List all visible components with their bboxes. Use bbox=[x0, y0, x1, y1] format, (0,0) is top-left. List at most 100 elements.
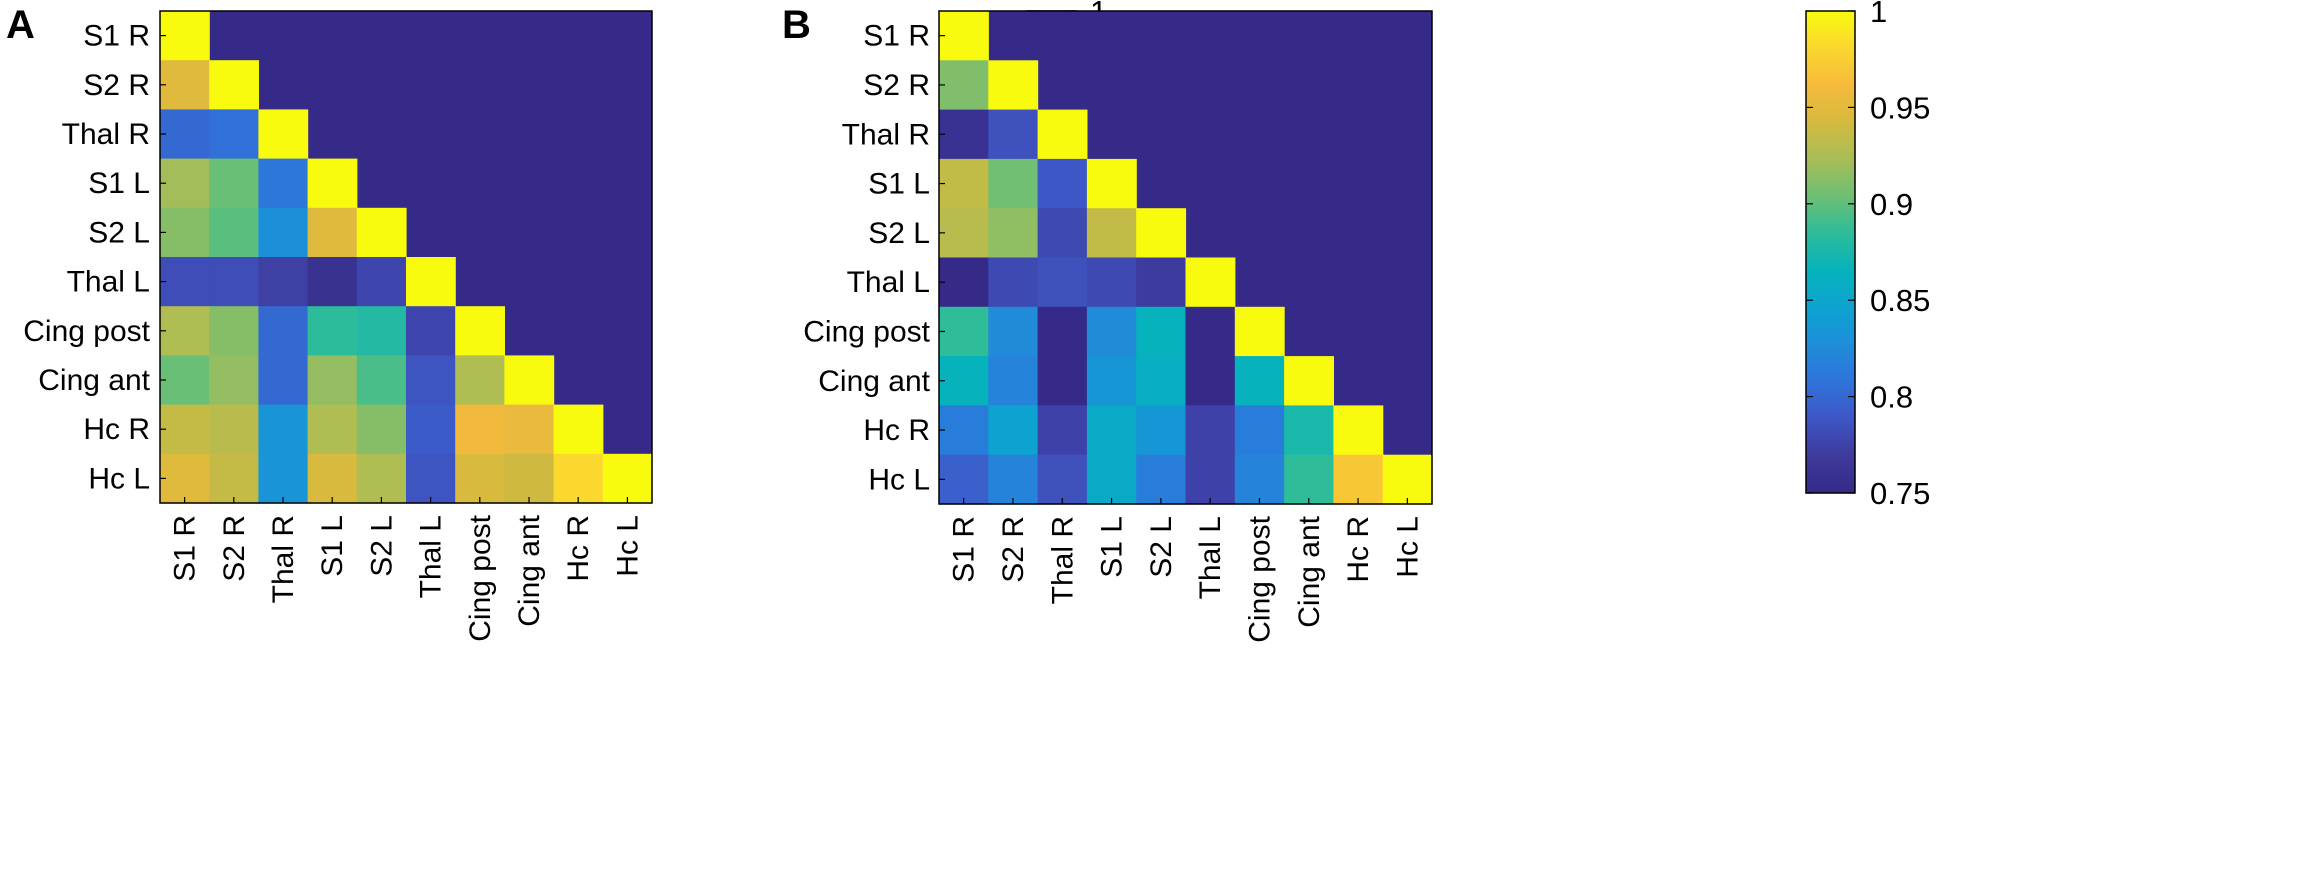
heatmap-cell-b-r8-c4 bbox=[1136, 405, 1187, 456]
heatmap-cell-a-r9-c9 bbox=[602, 453, 653, 504]
heatmap-cell-a-r6-c1 bbox=[209, 306, 259, 356]
heatmap-cell-a-r3-c0 bbox=[160, 158, 210, 209]
heatmap-cell-a-r4-c2 bbox=[258, 207, 309, 258]
heatmap-cell-a-r6-c3 bbox=[307, 306, 358, 356]
heatmap-cell-b-r6-c2 bbox=[1037, 306, 1088, 357]
col-label-a-8: Hc R bbox=[562, 515, 595, 582]
heatmap-cell-b-r4-c2 bbox=[1037, 208, 1088, 259]
colorbar-tick-label-b-3: 0.9 bbox=[1870, 187, 1913, 222]
heatmap-cell-b-r9-c2 bbox=[1037, 454, 1088, 505]
heatmap-cell-a-r7-c4 bbox=[356, 355, 407, 406]
col-label-b-3: S1 L bbox=[1096, 516, 1129, 578]
col-label-b-0: S1 R bbox=[948, 516, 981, 583]
heatmap-cell-a-r8-c3 bbox=[307, 404, 358, 455]
heatmap-cell-b-r9-c3 bbox=[1086, 454, 1137, 505]
col-label-b-2: Thal R bbox=[1046, 516, 1079, 604]
heatmap-cell-a-r0-c0 bbox=[160, 11, 210, 61]
colorbar-b bbox=[1805, 10, 1856, 494]
row-label-a-4: S2 L bbox=[88, 216, 150, 249]
colorbar-tick-label-b-5: 1 bbox=[1870, 0, 1887, 29]
row-label-b-0: S1 R bbox=[863, 20, 930, 53]
heatmap-cell-a-r9-c5 bbox=[406, 453, 456, 504]
heatmap-cell-b-r1-c0 bbox=[939, 60, 989, 111]
heatmap-cell-b-r4-c1 bbox=[988, 208, 1039, 259]
row-label-a-1: S2 R bbox=[83, 69, 150, 102]
heatmap-cell-a-r4-c3 bbox=[307, 207, 358, 258]
heatmap-cell-b-r4-c0 bbox=[939, 208, 989, 259]
heatmap-cell-a-r5-c1 bbox=[209, 257, 259, 307]
heatmap-cell-b-r2-c0 bbox=[939, 109, 989, 160]
heatmap-cell-b-r6-c1 bbox=[988, 306, 1039, 357]
col-label-a-7: Cing ant bbox=[513, 514, 546, 626]
heatmap-cell-b-r5-c4 bbox=[1136, 257, 1187, 308]
heatmap-cell-a-r8-c2 bbox=[258, 404, 309, 455]
heatmap-cell-a-r6-c6 bbox=[455, 306, 505, 356]
col-label-b-7: Cing ant bbox=[1293, 515, 1326, 627]
colorbar-tick-label-b-1: 0.8 bbox=[1870, 380, 1913, 415]
row-label-a-3: S1 L bbox=[88, 167, 150, 200]
matrix-frame bbox=[938, 10, 1433, 505]
row-label-a-2: Thal R bbox=[62, 118, 150, 151]
heatmap-cell-a-r2-c0 bbox=[160, 109, 210, 160]
col-label-b-5: Thal L bbox=[1194, 516, 1227, 599]
row-label-a-6: Cing post bbox=[23, 315, 150, 348]
col-label-a-3: S1 L bbox=[316, 515, 349, 577]
col-label-a-5: Thal L bbox=[415, 515, 448, 598]
heatmap-cell-b-r3-c1 bbox=[988, 158, 1039, 209]
heatmap-cell-a-r1-c1 bbox=[209, 60, 259, 110]
heatmap-cell-a-r9-c0 bbox=[160, 453, 210, 504]
heatmap-cell-b-r7-c7 bbox=[1284, 356, 1334, 406]
heatmap-cell-b-r8-c2 bbox=[1037, 405, 1088, 456]
heatmap-cell-b-r8-c3 bbox=[1086, 405, 1137, 456]
heatmap-cell-b-r5-c2 bbox=[1037, 257, 1088, 308]
row-label-a-9: Hc L bbox=[88, 462, 150, 495]
heatmap-cell-b-r5-c3 bbox=[1086, 257, 1137, 308]
heatmap-cell-b-r7-c2 bbox=[1037, 356, 1088, 406]
heatmap-cell-b-r8-c5 bbox=[1185, 405, 1236, 456]
colorbar-tick-label-b-2: 0.85 bbox=[1870, 283, 1930, 318]
col-label-a-9: Hc L bbox=[611, 515, 644, 577]
heatmap-cell-b-r0-c0 bbox=[939, 11, 989, 61]
heatmap-cell-a-r4-c1 bbox=[209, 207, 259, 258]
heatmap-cell-a-r8-c5 bbox=[406, 404, 456, 455]
heatmap-cell-b-r9-c4 bbox=[1136, 454, 1187, 505]
row-label-b-2: Thal R bbox=[842, 118, 930, 151]
heatmap-cell-a-r5-c4 bbox=[356, 257, 407, 307]
heatmap-cell-a-r5-c0 bbox=[160, 257, 210, 307]
heatmap-cell-b-r7-c0 bbox=[939, 356, 989, 406]
heatmap-cell-b-r9-c8 bbox=[1333, 454, 1384, 505]
row-label-b-7: Cing ant bbox=[818, 365, 930, 398]
heatmap-cell-b-r7-c6 bbox=[1234, 356, 1285, 406]
row-label-b-5: Thal L bbox=[847, 266, 930, 299]
heatmap-cell-a-r8-c6 bbox=[455, 404, 505, 455]
heatmap-cell-b-r6-c6 bbox=[1234, 306, 1285, 357]
panel-b: B S1 R S2 R Thal R S1 L S2 L Thal L Cing post Ci… bbox=[782, 0, 1930, 643]
heatmap-cell-a-r4-c4 bbox=[356, 207, 407, 258]
heatmap-cell-a-r9-c3 bbox=[307, 453, 358, 504]
row-label-b-6: Cing post bbox=[803, 315, 930, 348]
heatmap-cell-b-r4-c4 bbox=[1136, 208, 1187, 259]
heatmap-cell-a-r1-c0 bbox=[160, 60, 210, 110]
heatmap-cell-a-r7-c0 bbox=[160, 355, 210, 406]
heatmap-cell-a-r8-c4 bbox=[356, 404, 407, 455]
heatmap-cell-b-r3-c3 bbox=[1086, 158, 1137, 209]
col-label-b-1: S2 R bbox=[997, 516, 1030, 583]
row-label-b-3: S1 L bbox=[868, 168, 930, 201]
heatmap-cell-a-r8-c7 bbox=[504, 404, 555, 455]
heatmap-cell-b-r9-c9 bbox=[1382, 454, 1433, 505]
heatmap-cell-a-r9-c6 bbox=[455, 453, 505, 504]
heatmap-cell-b-r7-c5 bbox=[1185, 356, 1236, 406]
heatmap-cell-a-r9-c2 bbox=[258, 453, 309, 504]
heatmap-cell-a-r2-c1 bbox=[209, 109, 259, 160]
heatmap-cell-a-r7-c3 bbox=[307, 355, 358, 406]
heatmap-cell-b-r6-c0 bbox=[939, 306, 989, 357]
col-label-a-1: S2 R bbox=[218, 515, 251, 582]
heatmap-cell-b-r4-c3 bbox=[1086, 208, 1137, 259]
heatmap-cell-a-r6-c2 bbox=[258, 306, 309, 356]
heatmap-cell-a-r9-c7 bbox=[504, 453, 555, 504]
heatmap-cell-b-r7-c1 bbox=[988, 356, 1039, 406]
heatmap-cell-b-r7-c3 bbox=[1086, 356, 1137, 406]
heatmap-cell-b-r5-c5 bbox=[1185, 257, 1236, 308]
heatmap-cell-a-r5-c3 bbox=[307, 257, 358, 307]
